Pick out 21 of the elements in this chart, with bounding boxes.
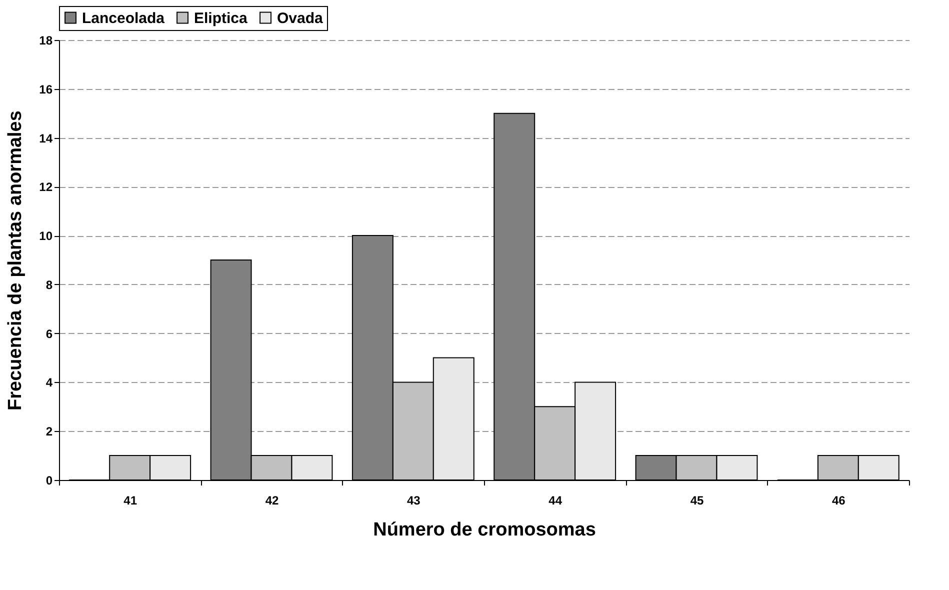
legend-label: Lanceolada xyxy=(82,10,166,27)
y-axis-title: Frecuencia de plantas anormales xyxy=(5,110,26,410)
legend-label: Ovada xyxy=(277,10,324,27)
x-tick-label: 41 xyxy=(124,494,138,508)
y-tick-label: 16 xyxy=(39,82,53,96)
y-tick-label: 18 xyxy=(39,34,53,48)
y-tick-label: 4 xyxy=(46,376,53,390)
y-tick-label: 0 xyxy=(46,474,53,488)
y-tick-label: 8 xyxy=(46,278,53,292)
y-tick-label: 12 xyxy=(39,180,53,194)
y-tick-label: 2 xyxy=(46,424,53,439)
x-tick-label: 44 xyxy=(548,494,562,508)
x-tick-label: 43 xyxy=(406,494,421,508)
y-tick-label: 10 xyxy=(39,229,53,244)
x-tick-label: 45 xyxy=(690,494,704,508)
legend-label: Eliptica xyxy=(194,10,248,27)
x-axis-title: Número de cromosomas xyxy=(373,520,596,540)
y-tick-label: 14 xyxy=(39,131,53,146)
x-tick-label: 46 xyxy=(832,494,846,508)
y-tick-label: 6 xyxy=(46,326,53,341)
x-tick-label: 42 xyxy=(265,494,279,508)
